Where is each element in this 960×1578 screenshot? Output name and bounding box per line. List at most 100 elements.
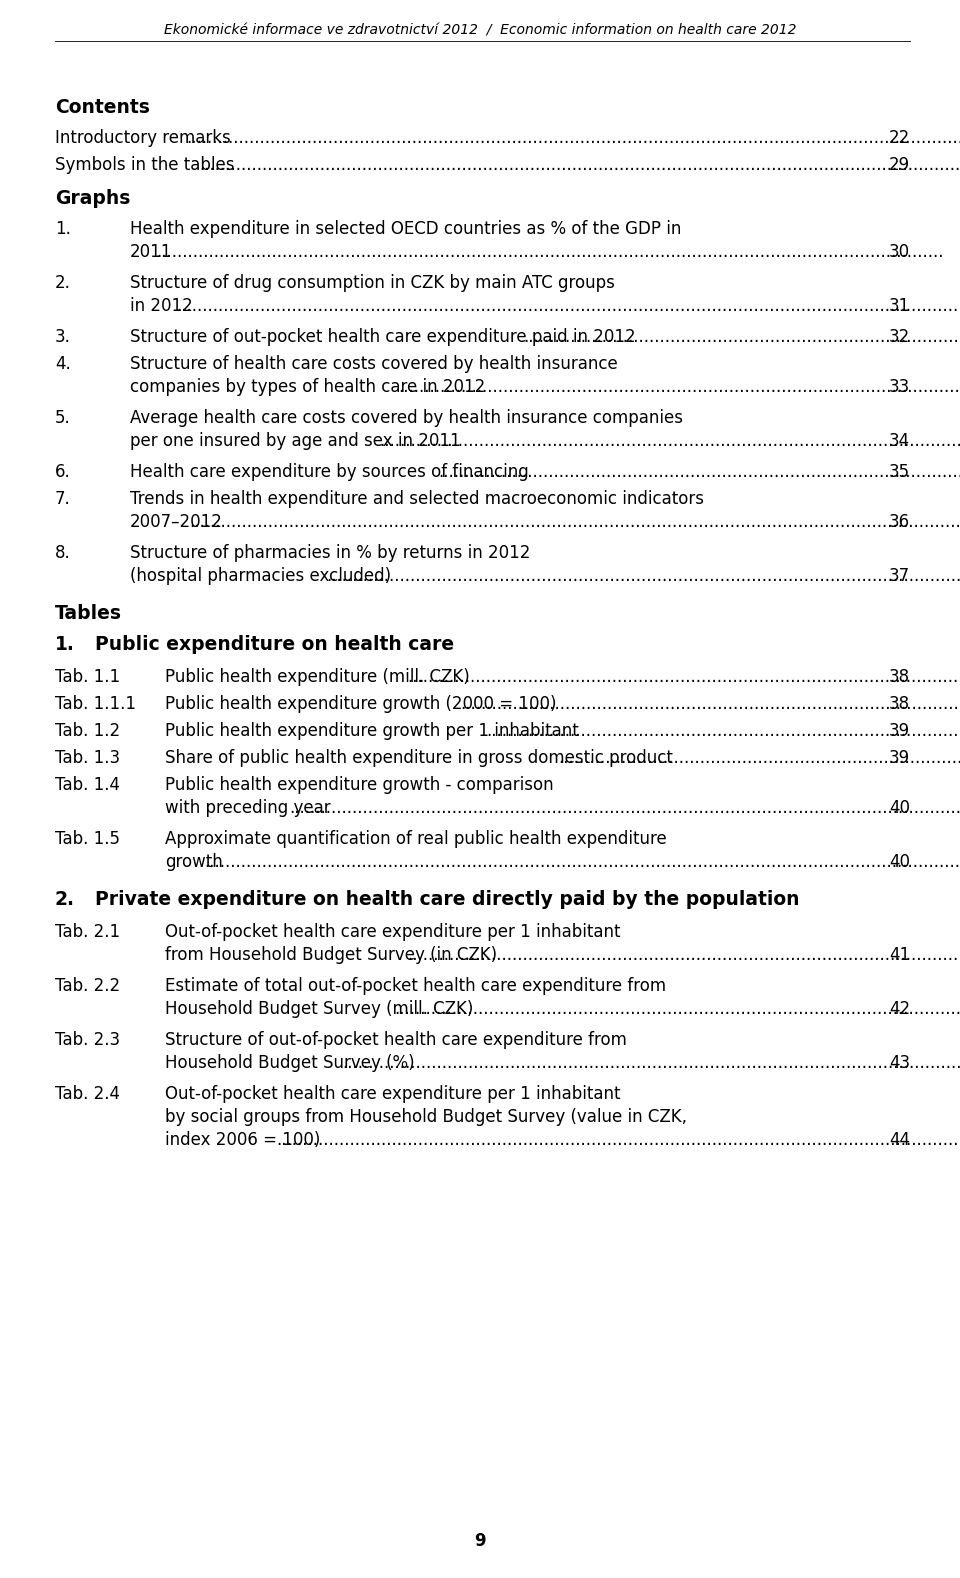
Text: ................................................................................: ........................................…	[486, 723, 960, 740]
Text: Approximate quantification of real public health expenditure: Approximate quantification of real publi…	[165, 830, 667, 847]
Text: Structure of out-pocket health care expenditure paid in 2012: Structure of out-pocket health care expe…	[130, 328, 636, 346]
Text: with preceding year: with preceding year	[165, 798, 330, 817]
Text: Tab. 1.1.1: Tab. 1.1.1	[55, 694, 136, 713]
Text: Tab. 2.3: Tab. 2.3	[55, 1030, 120, 1049]
Text: ................................................................................: ........................................…	[523, 328, 960, 346]
Text: 29: 29	[889, 156, 910, 174]
Text: ................................................................................: ........................................…	[326, 567, 960, 585]
Text: Contents: Contents	[55, 98, 150, 117]
Text: 41: 41	[889, 945, 910, 964]
Text: 42: 42	[889, 1000, 910, 1018]
Text: index 2006 = 100): index 2006 = 100)	[165, 1131, 321, 1149]
Text: Structure of drug consumption in CZK by main ATC groups: Structure of drug consumption in CZK by …	[130, 275, 614, 292]
Text: 31: 31	[889, 297, 910, 316]
Text: 1.: 1.	[55, 219, 71, 238]
Text: Tab. 1.4: Tab. 1.4	[55, 776, 120, 794]
Text: 40: 40	[889, 854, 910, 871]
Text: 39: 39	[889, 750, 910, 767]
Text: Out-of-pocket health care expenditure per 1 inhabitant: Out-of-pocket health care expenditure pe…	[165, 923, 620, 940]
Text: ................................................................................: ........................................…	[199, 156, 960, 174]
Text: 3.: 3.	[55, 328, 71, 346]
Text: growth: growth	[165, 854, 223, 871]
Text: 22: 22	[889, 129, 910, 147]
Text: Tab. 1.1: Tab. 1.1	[55, 667, 120, 686]
Text: Ekonomické informace ve zdravotnictví 2012  /  Economic information on health ca: Ekonomické informace ve zdravotnictví 20…	[164, 24, 796, 36]
Text: 38: 38	[889, 667, 910, 686]
Text: 44: 44	[889, 1131, 910, 1149]
Text: 37: 37	[889, 567, 910, 585]
Text: 34: 34	[889, 432, 910, 450]
Text: Estimate of total out-of-pocket health care expenditure from: Estimate of total out-of-pocket health c…	[165, 977, 666, 996]
Text: Tab. 2.4: Tab. 2.4	[55, 1086, 120, 1103]
Text: Structure of health care costs covered by health insurance: Structure of health care costs covered b…	[130, 355, 617, 372]
Text: Health expenditure in selected OECD countries as % of the GDP in: Health expenditure in selected OECD coun…	[130, 219, 682, 238]
Text: (hospital pharmacies excluded): (hospital pharmacies excluded)	[130, 567, 391, 585]
Text: ................................................................................: ........................................…	[156, 243, 944, 260]
Text: ................................................................................: ........................................…	[342, 1054, 960, 1071]
Text: ................................................................................: ........................................…	[398, 379, 960, 396]
Text: 5.: 5.	[55, 409, 71, 428]
Text: ................................................................................: ........................................…	[379, 432, 960, 450]
Text: ................................................................................: ........................................…	[186, 129, 960, 147]
Text: ................................................................................: ........................................…	[460, 694, 960, 713]
Text: Public health expenditure (mill. CZK): Public health expenditure (mill. CZK)	[165, 667, 469, 686]
Text: in 2012: in 2012	[130, 297, 193, 316]
Text: ................................................................................: ........................................…	[276, 1131, 960, 1149]
Text: Private expenditure on health care directly paid by the population: Private expenditure on health care direc…	[95, 890, 800, 909]
Text: 2.: 2.	[55, 275, 71, 292]
Text: Symbols in the tables: Symbols in the tables	[55, 156, 240, 174]
Text: ................................................................................: ........................................…	[395, 1000, 960, 1018]
Text: from Household Budget Survey (in CZK): from Household Budget Survey (in CZK)	[165, 945, 497, 964]
Text: Public health expenditure growth per 1 inhabitant: Public health expenditure growth per 1 i…	[165, 723, 579, 740]
Text: 2011: 2011	[130, 243, 173, 260]
Text: 36: 36	[889, 513, 910, 532]
Text: ................................................................................: ........................................…	[290, 798, 960, 817]
Text: ................................................................................: ........................................…	[558, 750, 960, 767]
Text: Share of public health expenditure in gross domestic product: Share of public health expenditure in gr…	[165, 750, 673, 767]
Text: Public expenditure on health care: Public expenditure on health care	[95, 634, 454, 653]
Text: ................................................................................: ........................................…	[189, 513, 960, 532]
Text: 32: 32	[889, 328, 910, 346]
Text: ................................................................................: ........................................…	[438, 462, 960, 481]
Text: 35: 35	[889, 462, 910, 481]
Text: 6.: 6.	[55, 462, 71, 481]
Text: Out-of-pocket health care expenditure per 1 inhabitant: Out-of-pocket health care expenditure pe…	[165, 1086, 620, 1103]
Text: Household Budget Survey (mill. CZK): Household Budget Survey (mill. CZK)	[165, 1000, 473, 1018]
Text: 30: 30	[889, 243, 910, 260]
Text: Health care expenditure by sources of financing: Health care expenditure by sources of fi…	[130, 462, 529, 481]
Text: ................................................................................: ........................................…	[407, 667, 960, 686]
Text: ................................................................................: ........................................…	[176, 297, 960, 316]
Text: Graphs: Graphs	[55, 189, 131, 208]
Text: 33: 33	[889, 379, 910, 396]
Text: ................................................................................: ........................................…	[407, 945, 960, 964]
Text: 2.: 2.	[55, 890, 75, 909]
Text: 43: 43	[889, 1054, 910, 1071]
Text: Trends in health expenditure and selected macroeconomic indicators: Trends in health expenditure and selecte…	[130, 491, 704, 508]
Text: ................................................................................: ........................................…	[204, 854, 960, 871]
Text: Tab. 1.5: Tab. 1.5	[55, 830, 120, 847]
Text: 38: 38	[889, 694, 910, 713]
Text: Tab. 2.2: Tab. 2.2	[55, 977, 120, 996]
Text: 1.: 1.	[55, 634, 75, 653]
Text: 8.: 8.	[55, 544, 71, 562]
Text: per one insured by age and sex in 2011: per one insured by age and sex in 2011	[130, 432, 461, 450]
Text: Tables: Tables	[55, 604, 122, 623]
Text: companies by types of health care in 2012: companies by types of health care in 201…	[130, 379, 485, 396]
Text: Public health expenditure growth (2000 = 100): Public health expenditure growth (2000 =…	[165, 694, 557, 713]
Text: 2007–2012: 2007–2012	[130, 513, 223, 532]
Text: 4.: 4.	[55, 355, 71, 372]
Text: Structure of out-of-pocket health care expenditure from: Structure of out-of-pocket health care e…	[165, 1030, 627, 1049]
Text: Tab. 1.2: Tab. 1.2	[55, 723, 120, 740]
Text: 40: 40	[889, 798, 910, 817]
Text: Average health care costs covered by health insurance companies: Average health care costs covered by hea…	[130, 409, 683, 428]
Text: Tab. 2.1: Tab. 2.1	[55, 923, 120, 940]
Text: 39: 39	[889, 723, 910, 740]
Text: 7.: 7.	[55, 491, 71, 508]
Text: Introductory remarks: Introductory remarks	[55, 129, 230, 147]
Text: Structure of pharmacies in % by returns in 2012: Structure of pharmacies in % by returns …	[130, 544, 530, 562]
Text: Household Budget Survey (%): Household Budget Survey (%)	[165, 1054, 415, 1071]
Text: Tab. 1.3: Tab. 1.3	[55, 750, 120, 767]
Text: by social groups from Household Budget Survey (value in CZK,: by social groups from Household Budget S…	[165, 1108, 687, 1127]
Text: 9: 9	[474, 1532, 486, 1550]
Text: Public health expenditure growth - comparison: Public health expenditure growth - compa…	[165, 776, 554, 794]
